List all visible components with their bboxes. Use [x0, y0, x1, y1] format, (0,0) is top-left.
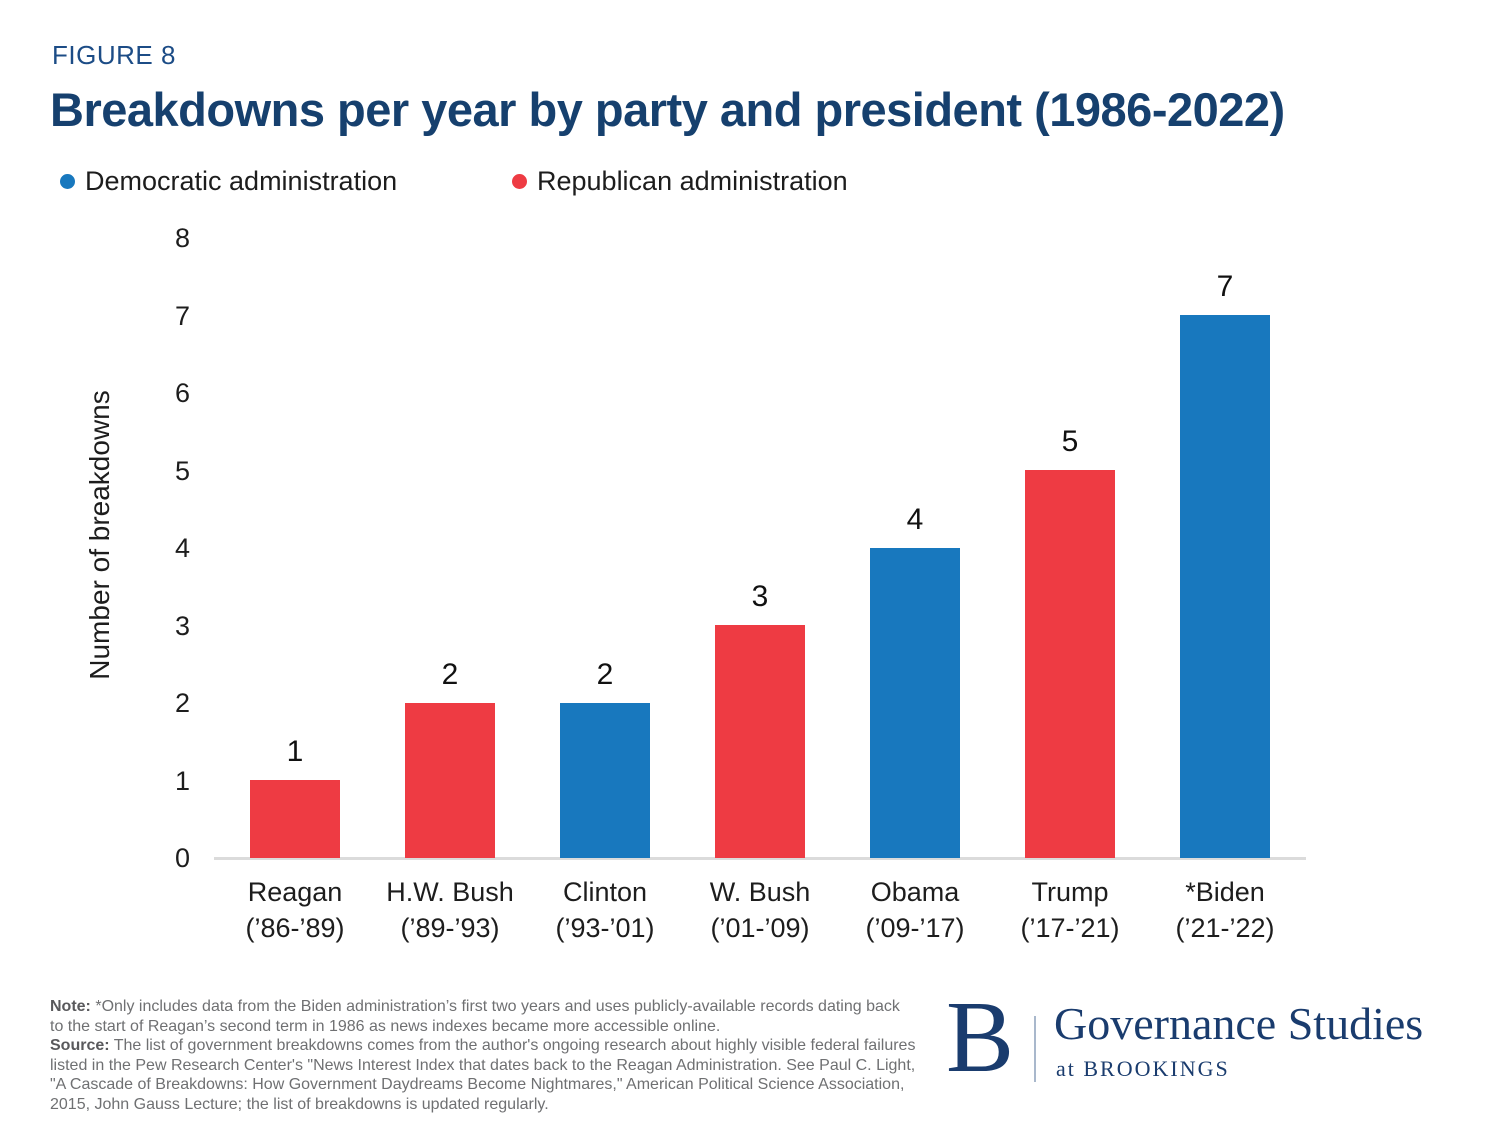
bar-trump [1025, 470, 1115, 858]
president-name: W. Bush [709, 877, 811, 907]
bar-value-label: 7 [1216, 270, 1234, 303]
note-text: *Only includes data from the Biden admin… [50, 998, 900, 1035]
y-tick-label: 6 [174, 378, 190, 408]
plot-area: 1 2 2 3 4 5 7 [214, 238, 1308, 860]
y-tick-label: 5 [174, 455, 190, 486]
note-label: Note: [50, 998, 91, 1015]
x-axis-line [214, 857, 1306, 860]
y-tick-label: 0 [174, 843, 190, 873]
president-years: (’86-’89) [245, 913, 345, 943]
x-axis-labels: Reagan (’86-’89) H.W. Bush (’89-’93) Clinton… [218, 874, 1308, 954]
footnote: Note: *Only includes data from the Biden… [50, 997, 916, 1114]
bar-biden [1180, 315, 1270, 858]
president-name: Reagan [247, 877, 343, 907]
x-axis-label: Reagan (’86-’89) [217, 874, 373, 946]
x-axis-label: *Biden (’21-’22) [1147, 874, 1303, 946]
y-tick-label: 8 [174, 223, 190, 253]
chart-title: Breakdowns per year by party and preside… [50, 83, 1285, 136]
logo-divider [1034, 1016, 1036, 1082]
bar-value-label: 4 [906, 503, 924, 536]
bar-reagan [250, 780, 340, 858]
y-axis-title: Number of breakdowns [84, 390, 115, 680]
bar-value-label: 3 [751, 580, 769, 613]
y-tick-label: 2 [174, 688, 190, 718]
bar-value-label: 2 [596, 658, 614, 691]
president-years: (’21-’22) [1175, 913, 1275, 943]
president-name: Trump [1031, 877, 1109, 907]
president-years: (’01-’09) [710, 913, 810, 943]
brookings-logo: B Governance Studies at BROOKINGS [946, 987, 1446, 1096]
brookings-b-icon: B [946, 981, 1015, 1094]
chart-legend: Democratic administration Republican adm… [0, 166, 1500, 206]
x-axis-label: Clinton (’93-’01) [527, 874, 683, 946]
x-axis-label: Trump (’17-’21) [992, 874, 1148, 946]
x-axis-label: W. Bush (’01-’09) [682, 874, 838, 946]
legend-item-republican: Republican administration [512, 166, 848, 197]
logo-governance-studies: Governance Studies [1054, 998, 1424, 1049]
republican-dot-icon [512, 174, 527, 189]
president-name: H.W. Bush [386, 877, 514, 907]
y-tick-label: 1 [174, 765, 190, 796]
legend-item-democratic: Democratic administration [60, 166, 397, 197]
bar-obama [870, 548, 960, 858]
president-years: (’89-’93) [400, 913, 500, 943]
logo-at-brookings: at BROOKINGS [1056, 1056, 1230, 1081]
bar-wbush [715, 625, 805, 858]
source-text: The list of government breakdowns comes … [50, 1037, 916, 1113]
legend-label: Democratic administration [85, 166, 398, 196]
y-tick-label: 4 [174, 533, 190, 563]
bar-clinton [560, 703, 650, 858]
democratic-dot-icon [60, 174, 75, 189]
bar-value-label: 5 [1061, 425, 1079, 458]
x-axis-label: Obama (’09-’17) [837, 874, 993, 946]
source-label: Source: [50, 1037, 110, 1054]
president-years: (’93-’01) [555, 913, 655, 943]
president-name: *Biden [1185, 877, 1265, 907]
legend-label: Republican administration [537, 166, 848, 196]
y-tick-label: 3 [174, 610, 190, 641]
x-axis-label: H.W. Bush (’89-’93) [372, 874, 528, 946]
figure-number-label: FIGURE 8 [52, 40, 176, 70]
y-tick-label: 7 [174, 300, 190, 331]
bar-value-label: 2 [441, 658, 459, 691]
bar-hwbush [405, 703, 495, 858]
president-name: Obama [870, 877, 960, 907]
president-name: Clinton [562, 877, 648, 907]
president-years: (’17-’21) [1020, 913, 1120, 943]
y-axis-ticks: 0 1 2 3 4 5 6 7 8 [130, 223, 190, 873]
president-years: (’09-’17) [865, 913, 965, 943]
bar-value-label: 1 [286, 735, 304, 768]
